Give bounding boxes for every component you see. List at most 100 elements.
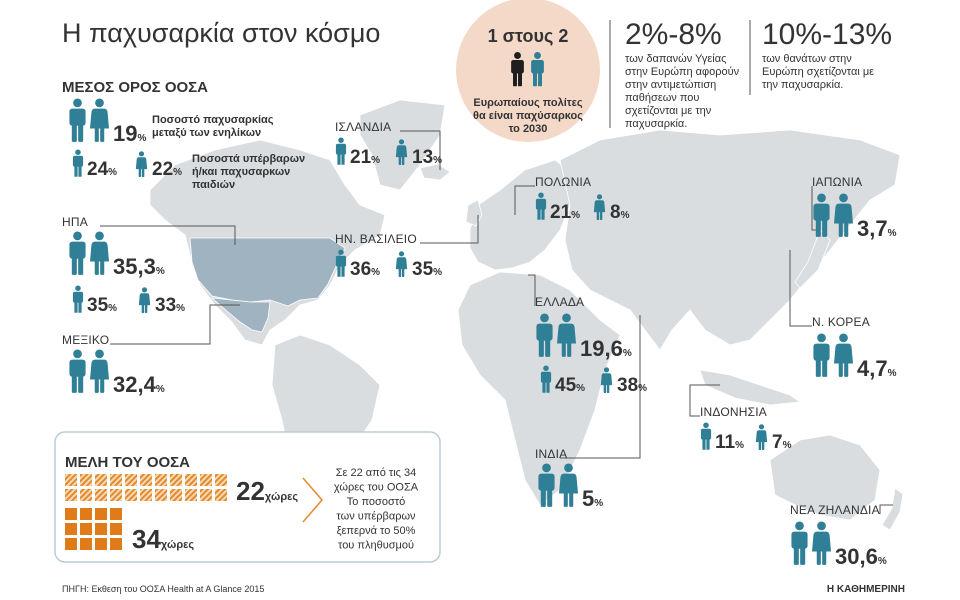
woman-icon: [90, 349, 109, 393]
square: [200, 489, 212, 501]
stat: 3,7%: [857, 216, 897, 241]
stat-value: 35,3: [113, 254, 156, 279]
square: [200, 474, 212, 486]
stat-value: 22: [152, 159, 173, 180]
stat-value: 38: [617, 375, 638, 396]
stat-unit: %: [623, 348, 632, 359]
text: των δαπανών Υγείας: [625, 53, 726, 65]
stat: 22%: [152, 159, 182, 180]
text: την παχυσαρκία.: [762, 79, 843, 91]
text: Η ΚΑΘΗΜΕΡΙΝΗ: [827, 584, 905, 595]
stat-unit: %: [638, 383, 647, 394]
text: στην Ευρώπη αφορούν: [625, 66, 740, 78]
woman-icon: [90, 98, 109, 142]
country-name: ΗΝ. ΒΑΣΙΛΕΙΟ: [335, 232, 417, 246]
man-icon: [72, 285, 84, 313]
stat-unit: %: [371, 267, 380, 278]
square: [215, 474, 227, 486]
leader: [100, 225, 236, 245]
stat: 34χώρες: [132, 524, 194, 554]
man-icon: [69, 231, 86, 275]
square: [155, 474, 167, 486]
country-name: ΙΑΠΩΝΙΑ: [812, 175, 862, 189]
woman-icon: [138, 287, 151, 313]
stat: 5%: [582, 486, 603, 511]
woman-icon: [755, 424, 768, 450]
stat-value: 21: [550, 202, 572, 223]
man-icon: [72, 149, 84, 177]
country-name: Ν. ΚΟΡΕΑ: [812, 315, 870, 329]
square: [65, 508, 77, 520]
japan: [794, 229, 831, 289]
text: μεταξύ των ενηλίκων: [152, 127, 261, 139]
woman-icon: [395, 251, 408, 277]
stat-value: 21: [350, 147, 372, 168]
square: [95, 538, 107, 550]
member-squares: [65, 474, 227, 550]
stat: 45%: [555, 375, 585, 396]
stat-value: 22: [236, 476, 265, 506]
europe: [469, 159, 576, 271]
leader: [420, 215, 479, 244]
text: Το ποσοστό: [347, 496, 405, 508]
text: ΜΕΛΗ ΤΟΥ ΟΟΣΑ: [65, 454, 190, 471]
text: παχυσαρκία.: [625, 118, 687, 130]
stat: 21%: [350, 147, 380, 168]
stat-unit: %: [878, 556, 887, 567]
stat: 7%: [772, 432, 792, 453]
stat: 19%: [113, 121, 146, 146]
indonesia: [699, 369, 802, 406]
stat: 19,6%: [580, 336, 632, 361]
leader: [879, 504, 893, 514]
leader: [560, 315, 641, 459]
text: 2%-8%: [625, 18, 722, 51]
country-name: ΙΣΛΑΝΔΙΑ: [335, 120, 391, 134]
man-icon: [700, 422, 712, 450]
stat-value: 3,7: [857, 216, 888, 241]
stat: 35%: [412, 259, 442, 280]
stat-unit: %: [571, 210, 580, 221]
stat: 11%: [715, 432, 744, 453]
leader: [789, 250, 812, 327]
text: Ποσοστά υπέρβαρων: [192, 153, 305, 165]
stat-value: 34: [132, 524, 161, 554]
square: [140, 474, 152, 486]
text: χώρες του ΟΟΣΑ: [334, 482, 419, 494]
square: [185, 489, 197, 501]
country-name: ΙΝΔΙΑ: [535, 447, 567, 461]
square: [95, 523, 107, 535]
woman-icon: [90, 231, 109, 275]
text: Ποσοστό παχυσαρκίας: [152, 114, 274, 126]
square: [65, 538, 77, 550]
stat: 21%: [550, 202, 580, 223]
stat-value: 4,7: [857, 356, 888, 381]
stat: 32,4%: [113, 372, 165, 397]
stat-unit: χώρες: [265, 491, 298, 503]
leader: [514, 185, 535, 215]
stat-unit: %: [888, 228, 897, 239]
man-icon: [335, 137, 347, 165]
square: [65, 474, 77, 486]
stat-unit: %: [621, 210, 630, 221]
text: ΠΗΓΗ: Εκθεση του ΟΟΣΑ Health at A Glance…: [62, 584, 264, 594]
stat-value: 33: [155, 295, 176, 316]
stat: 35,3%: [113, 254, 165, 279]
stat-value: 8: [610, 202, 621, 223]
stat-unit: %: [137, 133, 146, 144]
stat-unit: %: [433, 155, 442, 166]
stat-value: 19: [113, 121, 137, 146]
square: [185, 474, 197, 486]
stat-value: 35: [87, 295, 109, 316]
greenland: [359, 99, 446, 191]
stat: 35%: [87, 295, 117, 316]
text: σχετίζονται με την: [625, 105, 712, 117]
text: 10%-13%: [762, 18, 892, 51]
leader: [528, 274, 536, 306]
stat-value: 32,4: [113, 372, 157, 397]
square: [170, 474, 182, 486]
square: [95, 508, 107, 520]
country-name: ΠΟΛΩΝΙΑ: [535, 175, 591, 189]
text: Σε 22 από τις 34: [336, 467, 417, 479]
square: [125, 474, 137, 486]
